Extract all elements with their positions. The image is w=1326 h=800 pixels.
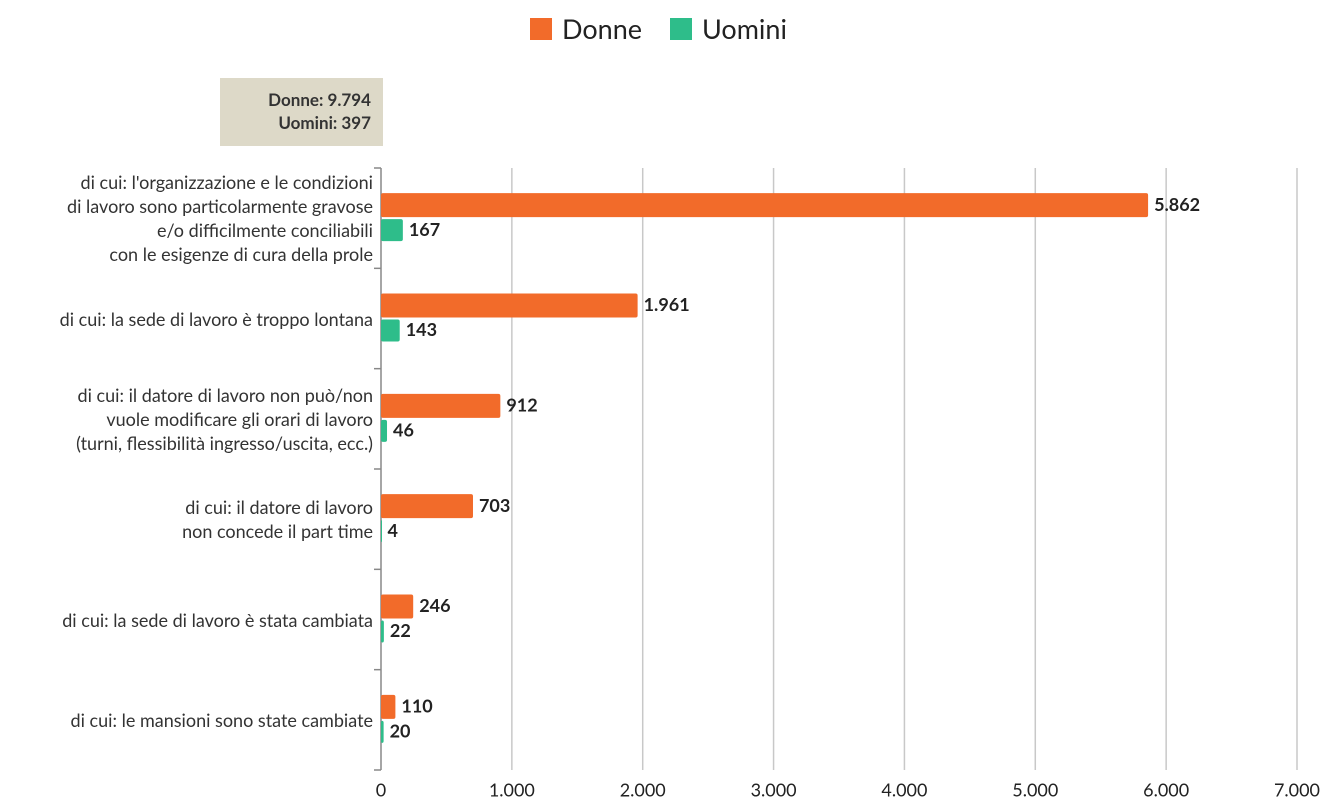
value-label: 246 [419,594,450,616]
value-label: 4 [388,519,398,541]
x-tick-label: 6.000 [1143,779,1189,800]
legend-swatch [530,18,552,40]
legend-label: Donne [562,12,643,45]
x-tick-label: 2.000 [620,779,666,800]
y-tick-label: di cui: la sede di lavoro è stata cambia… [62,608,373,631]
bar [381,393,501,418]
bar [381,419,388,442]
value-label: 46 [393,418,414,440]
y-tick-label: di cui: il datore di lavoro non può/non … [76,383,373,454]
bar [381,720,384,743]
annotation: Donne: 9.794 [268,89,371,110]
y-tick-label: di cui: le mansioni sono state cambiate [70,708,373,731]
value-label: 5.862 [1154,193,1200,215]
x-tick-label: 7.000 [1274,779,1320,800]
x-tick-label: 4.000 [881,779,927,800]
value-label: 20 [390,719,411,741]
y-tick-label: di cui: la sede di lavoro è troppo lonta… [59,307,373,330]
bar [381,594,414,619]
x-tick-label: 3.000 [751,779,797,800]
annotation-box: Donne: 9.794 Uomini: 397 [220,78,383,146]
y-tick-label: di cui: l'organizzazione e le condizioni… [67,171,373,266]
bar [381,193,1149,218]
value-label: 110 [401,694,432,716]
value-label: 143 [406,318,437,340]
bar [381,293,638,318]
legend-swatch [670,18,693,40]
legend-label: Uomini [702,12,787,45]
x-tick-label: 0 [376,779,386,800]
value-label: 703 [479,494,510,516]
value-label: 912 [506,393,537,415]
bar [381,494,473,519]
y-tick-label: di cui: il datore di lavoro non concede … [182,496,373,543]
bar [381,620,384,643]
bar [381,694,396,719]
value-label: 1.961 [644,293,690,315]
bar [381,219,403,242]
annotation: Uomini: 397 [278,112,371,133]
bar [381,319,400,342]
bar [381,520,382,543]
value-label: 167 [409,218,440,240]
x-tick-label: 5.000 [1012,779,1058,800]
value-label: 22 [390,619,411,641]
x-tick-label: 1.000 [489,779,535,800]
